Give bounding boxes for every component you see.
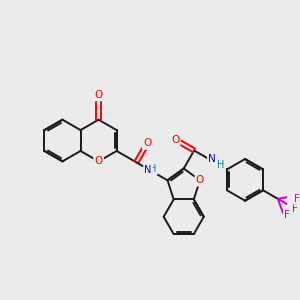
- Text: N: N: [144, 165, 152, 175]
- Text: O: O: [94, 156, 103, 167]
- Text: O: O: [171, 135, 179, 145]
- Text: O: O: [143, 138, 151, 148]
- Text: F: F: [294, 194, 300, 203]
- Text: F: F: [284, 210, 290, 220]
- Text: H: H: [218, 160, 225, 170]
- Text: H: H: [149, 164, 156, 174]
- Text: N: N: [208, 154, 216, 164]
- Text: O: O: [94, 90, 103, 100]
- Text: F: F: [292, 204, 298, 214]
- Text: O: O: [196, 175, 204, 185]
